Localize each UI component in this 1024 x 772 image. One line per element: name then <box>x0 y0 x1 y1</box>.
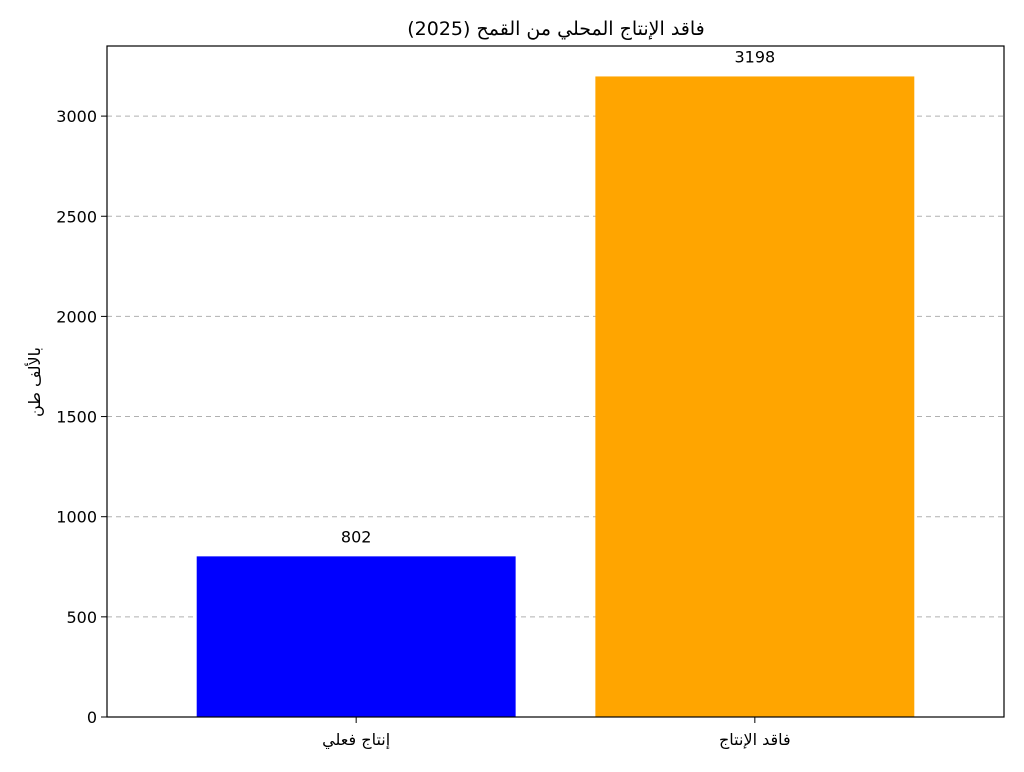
bar-value-label: 802 <box>341 527 372 546</box>
y-tick-label: 2500 <box>56 207 97 226</box>
x-axis-ticks: إنتاج فعلي فاقد الإنتاج <box>322 717 791 750</box>
y-tick-label: 2000 <box>56 307 97 326</box>
bar-value-label: 3198 <box>734 47 775 66</box>
value-labels: 802 3198 <box>341 47 775 546</box>
y-tick-label: 3000 <box>56 107 97 126</box>
y-tick-label: 1000 <box>56 508 97 527</box>
y-tick-label: 1500 <box>56 408 97 427</box>
y-tick-label: 500 <box>66 608 97 627</box>
y-tick-label: 0 <box>87 708 97 727</box>
x-tick-label: فاقد الإنتاج <box>719 730 791 750</box>
bars <box>196 76 915 717</box>
bar <box>196 556 516 717</box>
x-tick-label: إنتاج فعلي <box>322 730 390 750</box>
plot-frame <box>106 45 1005 718</box>
chart-title: فاقد الإنتاج المحلي من القمح (2025) <box>407 18 705 40</box>
y-axis-ticks: 0 500 1000 1500 2000 2500 3000 <box>56 107 107 727</box>
y-axis-label: بالألف طن <box>24 347 45 417</box>
bar <box>595 76 915 717</box>
